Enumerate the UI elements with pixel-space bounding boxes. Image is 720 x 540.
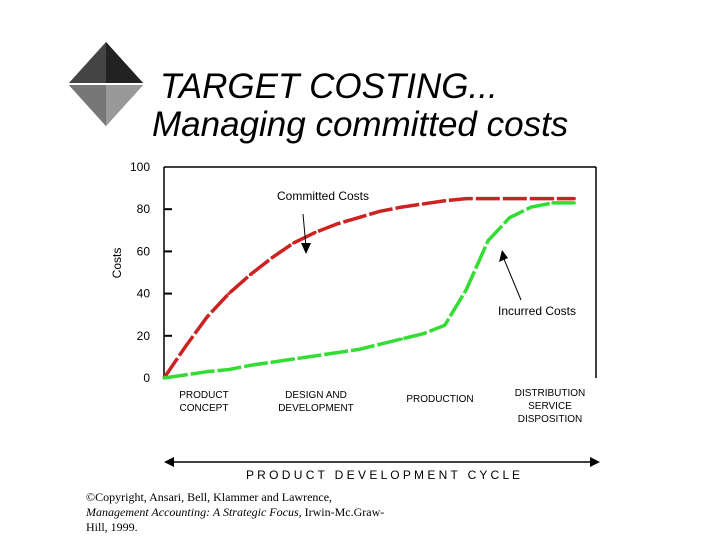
- committed-point-16: [508, 197, 512, 201]
- committed-point-8: [335, 222, 339, 226]
- committed-point-6: [292, 241, 296, 245]
- committed-point-1: [184, 344, 188, 348]
- series-line-committed: [162, 196, 575, 379]
- committed-point-10: [378, 209, 382, 213]
- y-axis-label: Costs: [110, 248, 124, 279]
- incurred-point-11: [400, 337, 404, 341]
- committed-arrow-shaft: [302, 213, 307, 248]
- y-tick-label-60: 60: [137, 244, 151, 258]
- chart-axes: [163, 166, 597, 378]
- cycle-arrow-right-head: [590, 457, 600, 467]
- y-tick-label-0: 0: [143, 371, 150, 385]
- development-cycle-arrow: [164, 457, 600, 467]
- y-tick-label-100: 100: [130, 160, 150, 174]
- committed-point-3: [227, 292, 231, 296]
- incurred-costs-annotation: Incurred Costs: [498, 304, 576, 318]
- committed-point-18: [551, 197, 555, 201]
- committed-point-13: [443, 199, 447, 203]
- committed-point-4: [248, 273, 252, 277]
- committed-point-14: [464, 197, 468, 201]
- y-tick-labels: 100 80 60 40 20 0: [130, 160, 150, 385]
- copyright-line3: Hill, 1999.: [86, 520, 138, 534]
- copyright-book-title: Management Accounting: A Strategic Focus: [86, 505, 299, 519]
- incurred-point-7: [313, 354, 317, 358]
- annotations: Committed Costs Incurred Costs: [277, 189, 576, 318]
- incurred-point-2: [205, 370, 209, 374]
- committed-point-12: [421, 202, 425, 206]
- incurred-point-0: [162, 376, 166, 380]
- committed-arrow-head: [301, 243, 311, 254]
- incurred-point-10: [378, 342, 382, 346]
- diamond-logo: [68, 42, 144, 126]
- committed-point-5: [270, 256, 274, 260]
- committed-point-7: [313, 230, 317, 234]
- incurred-point-18: [551, 201, 555, 205]
- committed-point-19: [572, 197, 576, 201]
- incurred-point-15: [486, 239, 490, 243]
- incurred-point-1: [184, 373, 188, 377]
- y-tick-label-40: 40: [137, 287, 151, 301]
- page-title-line2: Managing committed costs: [152, 105, 569, 144]
- stage-labels: PRODUCT CONCEPT DESIGN AND DEVELOPMENT PRODU…: [179, 388, 585, 425]
- x-axis-label: P R O D U C T D E V E L O P M E N T C Y …: [246, 468, 520, 482]
- committed-point-9: [356, 216, 360, 220]
- incurred-point-12: [421, 332, 425, 336]
- series-layer: [162, 196, 576, 380]
- stage-label-3: DISTRIBUTION SERVICE DISPOSITION: [515, 388, 586, 425]
- incurred-arrow-shaft: [503, 258, 522, 301]
- committed-point-15: [486, 197, 490, 201]
- incurred-arrow-head: [499, 250, 508, 262]
- stage-label-1: DESIGN AND DEVELOPMENT: [278, 390, 354, 414]
- incurred-point-9: [356, 348, 360, 352]
- incurred-point-3: [227, 368, 231, 372]
- incurred-point-14: [464, 287, 468, 291]
- copyright-line1: ©Copyright, Ansari, Bell, Klammer and La…: [86, 490, 333, 504]
- incurred-point-4: [248, 363, 252, 367]
- committed-point-17: [529, 197, 533, 201]
- incurred-point-13: [443, 323, 447, 327]
- incurred-point-6: [292, 357, 296, 361]
- page-title-line1: TARGET COSTING...: [160, 67, 498, 106]
- series-line-incurred: [163, 201, 575, 380]
- y-tick-label-20: 20: [137, 329, 151, 343]
- incurred-point-8: [335, 351, 339, 355]
- copyright-notice: ©Copyright, Ansari, Bell, Klammer and La…: [86, 490, 396, 535]
- y-tick-label-80: 80: [137, 202, 151, 216]
- stage-label-2: PRODUCTION: [406, 394, 473, 405]
- incurred-point-5: [270, 360, 274, 364]
- committed-point-11: [400, 205, 404, 209]
- incurred-point-16: [508, 216, 512, 220]
- incurred-point-17: [529, 205, 533, 209]
- cycle-arrow-left-head: [164, 457, 174, 467]
- committed-costs-annotation: Committed Costs: [277, 189, 369, 203]
- copyright-line2: , Irwin-Mc.Graw-: [298, 505, 385, 519]
- stage-label-0: PRODUCT CONCEPT: [179, 390, 228, 414]
- committed-point-2: [205, 315, 209, 319]
- incurred-point-19: [572, 201, 576, 205]
